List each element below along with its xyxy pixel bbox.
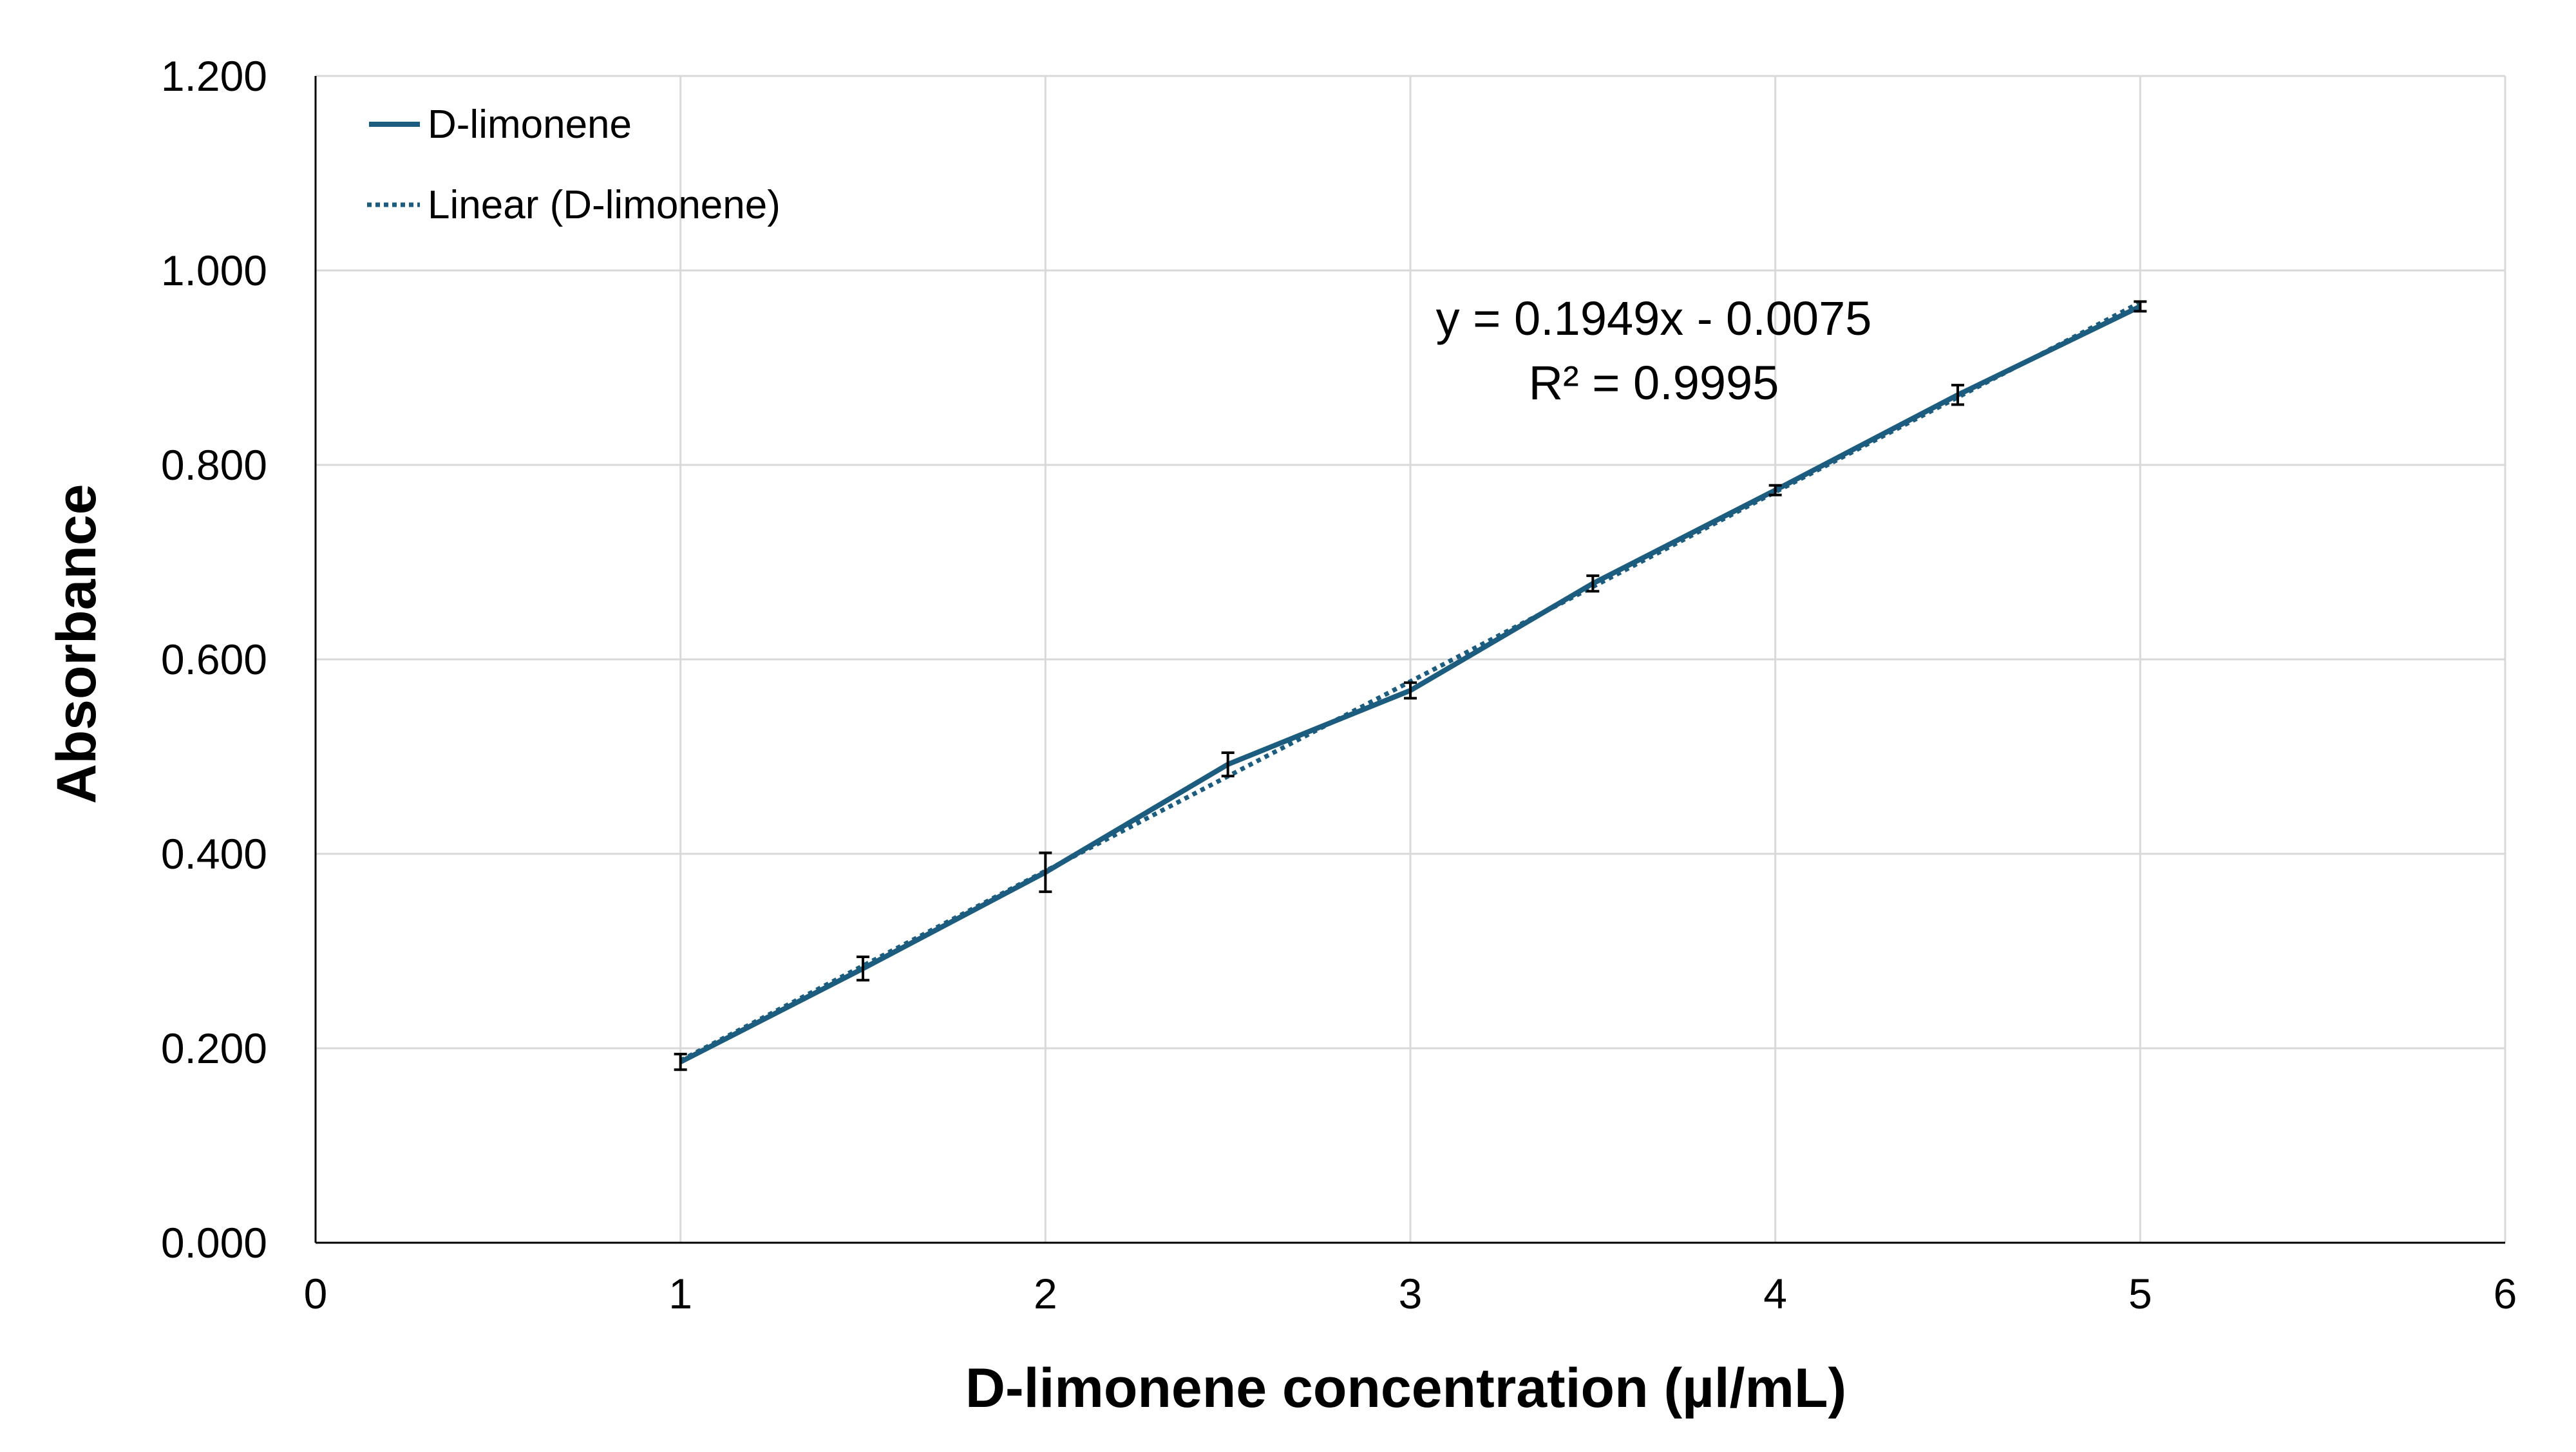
y-tick-label: 0.800 xyxy=(161,441,267,489)
gridlines xyxy=(316,75,2506,1243)
y-tick-label: 0.000 xyxy=(161,1219,267,1267)
error-bar xyxy=(1586,574,1600,593)
error-bar xyxy=(1951,384,1964,406)
error-bar xyxy=(2134,300,2147,313)
x-tick-label: 0 xyxy=(304,1270,328,1317)
x-tick-label: 1 xyxy=(668,1270,692,1317)
series xyxy=(674,300,2147,1071)
error-bar xyxy=(1768,484,1782,496)
x-tick-label: 4 xyxy=(1763,1270,1787,1317)
trendline-equation: y = 0.1949x - 0.0075 xyxy=(1436,292,1872,345)
y-tick-label: 0.600 xyxy=(161,636,267,683)
tick-labels: 0.000 0.200 0.400 0.600 0.800 1.000 1.200 0 1 2 3 4… xyxy=(161,52,2517,1317)
error-bar xyxy=(1039,851,1052,893)
legend: D-limonene Linear (D-limonene) xyxy=(367,102,781,227)
error-bar xyxy=(674,1053,687,1071)
y-tick-label: 0.400 xyxy=(161,830,267,878)
trendline-r-squared: R² = 0.9995 xyxy=(1529,356,1779,410)
error-bar xyxy=(857,956,869,982)
x-axis-title: D-limonene concentration (µl/mL) xyxy=(965,1357,1846,1419)
legend-label-series: D-limonene xyxy=(428,102,632,147)
y-tick-label: 0.200 xyxy=(161,1024,267,1072)
x-tick-label: 2 xyxy=(1034,1270,1057,1317)
x-tick-label: 6 xyxy=(2494,1270,2517,1317)
x-tick-label: 3 xyxy=(1399,1270,1423,1317)
error-bar xyxy=(1221,751,1235,778)
axes xyxy=(314,76,2505,1244)
legend-label-trendline: Linear (D-limonene) xyxy=(428,183,781,227)
y-axis-title: Absorbance xyxy=(46,484,108,804)
y-tick-label: 1.000 xyxy=(161,247,267,294)
error-bar xyxy=(1404,681,1417,700)
x-tick-label: 5 xyxy=(2128,1270,2152,1317)
y-tick-label: 1.200 xyxy=(161,52,267,100)
trendline-annotation: y = 0.1949x - 0.0075 R² = 0.9995 xyxy=(1436,292,1872,410)
